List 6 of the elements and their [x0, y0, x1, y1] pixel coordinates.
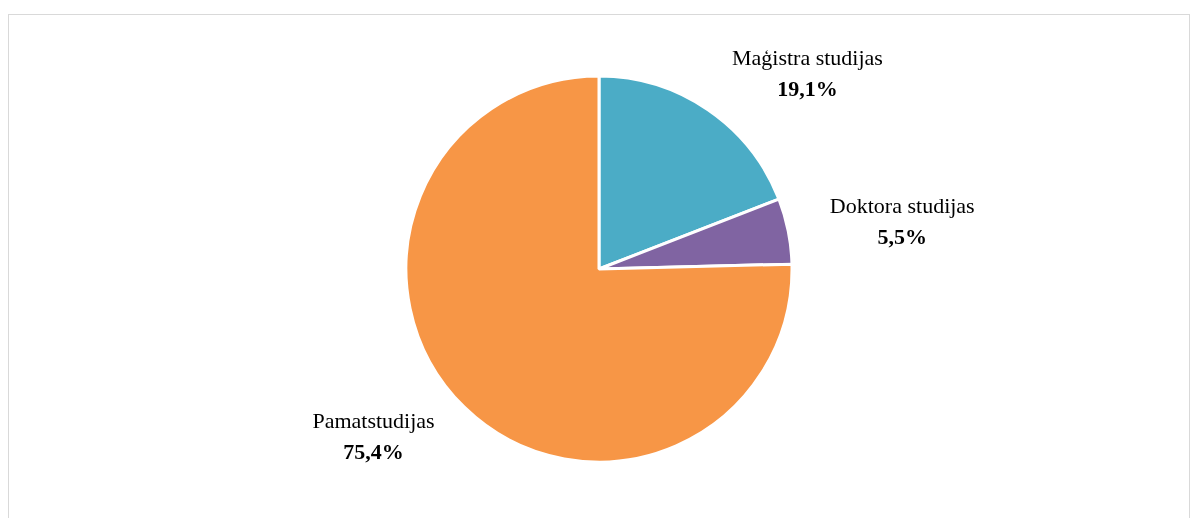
slice-label: Maģistra studijas	[731, 44, 883, 70]
data-label: 75,4%	[343, 438, 404, 464]
slice-label: Pamatstudijas	[312, 407, 435, 433]
data-label: 5,5%	[877, 223, 928, 249]
data-label: 19,1%	[777, 75, 838, 101]
slice-label: Doktora studijas	[829, 192, 975, 218]
